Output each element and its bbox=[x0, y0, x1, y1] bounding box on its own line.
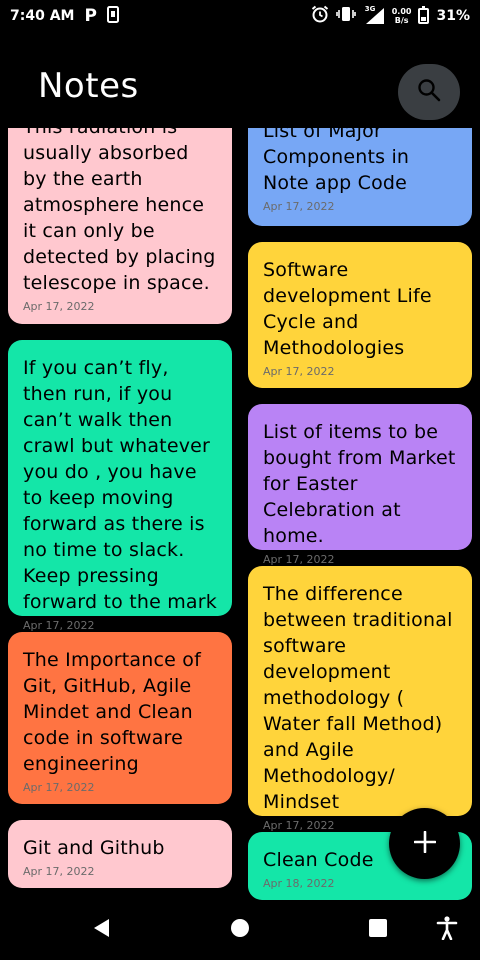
note-text: This radiation is usually absorbed by th… bbox=[23, 128, 216, 294]
search-button[interactable] bbox=[398, 64, 460, 120]
parking-icon: P bbox=[84, 6, 97, 26]
note-text: List of Major Components in Note app Cod… bbox=[263, 128, 410, 194]
note-date: Apr 17, 2022 bbox=[263, 365, 335, 378]
note-text: Clean Code bbox=[263, 849, 374, 871]
note-card[interactable]: The Importance of Git, GitHub, Agile Min… bbox=[8, 632, 232, 804]
note-date: Apr 17, 2022 bbox=[263, 553, 335, 566]
note-text: The difference between traditional softw… bbox=[263, 583, 453, 813]
note-date: Apr 17, 2022 bbox=[23, 300, 95, 313]
signal-icon: 3G bbox=[363, 5, 385, 25]
nav-back-icon bbox=[91, 917, 113, 943]
status-bar: 7:40 AM P 3G 0.00 B/s 31% bbox=[0, 0, 480, 32]
note-text: List of items to be bought from Market f… bbox=[263, 421, 456, 547]
nav-recents-icon bbox=[368, 918, 388, 942]
note-date: Apr 18, 2022 bbox=[263, 877, 335, 890]
notes-grid[interactable]: This radiation is usually absorbed by th… bbox=[0, 128, 480, 900]
search-icon bbox=[416, 77, 442, 107]
note-date: Apr 17, 2022 bbox=[23, 619, 95, 632]
battery-icon bbox=[418, 6, 430, 24]
note-card[interactable]: Git and Github Apr 17, 2022 bbox=[8, 820, 232, 888]
vibrate-icon bbox=[335, 6, 356, 26]
note-card[interactable]: This radiation is usually absorbed by th… bbox=[8, 128, 232, 324]
page-title: Notes bbox=[38, 66, 139, 106]
note-card[interactable]: List of items to be bought from Market f… bbox=[248, 404, 472, 566]
note-text: Software development Life Cycle and Meth… bbox=[263, 259, 432, 359]
note-text: If you can’t fly, then run, if you can’t… bbox=[23, 357, 217, 613]
status-time: 7:40 AM bbox=[10, 8, 75, 24]
note-date: Apr 17, 2022 bbox=[23, 781, 95, 794]
note-date: Apr 17, 2022 bbox=[263, 200, 335, 213]
note-date: Apr 17, 2022 bbox=[263, 819, 335, 832]
note-date: Apr 17, 2022 bbox=[23, 865, 95, 878]
note-text: The Importance of Git, GitHub, Agile Min… bbox=[23, 649, 202, 775]
phone-icon bbox=[106, 5, 119, 27]
plus-icon bbox=[413, 830, 436, 857]
network-type: 3G bbox=[364, 5, 376, 13]
note-text: Git and Github bbox=[23, 837, 165, 859]
note-card[interactable]: The difference between traditional softw… bbox=[248, 566, 472, 832]
net-speed: 0.00 B/s bbox=[391, 7, 412, 25]
add-note-button[interactable] bbox=[389, 808, 460, 879]
nav-home-icon bbox=[230, 918, 250, 942]
accessibility-icon bbox=[436, 916, 458, 944]
nav-back-button[interactable] bbox=[88, 916, 116, 944]
battery-percent: 31% bbox=[436, 8, 470, 24]
alarm-icon bbox=[311, 5, 329, 27]
note-card[interactable]: List of Major Components in Note app Cod… bbox=[248, 128, 472, 226]
nav-home-button[interactable] bbox=[226, 916, 254, 944]
nav-recents-button[interactable] bbox=[364, 916, 392, 944]
system-nav-bar bbox=[0, 900, 480, 960]
note-card[interactable]: If you can’t fly, then run, if you can’t… bbox=[8, 340, 232, 632]
accessibility-button[interactable] bbox=[433, 916, 461, 944]
note-card[interactable]: Software development Life Cycle and Meth… bbox=[248, 242, 472, 388]
